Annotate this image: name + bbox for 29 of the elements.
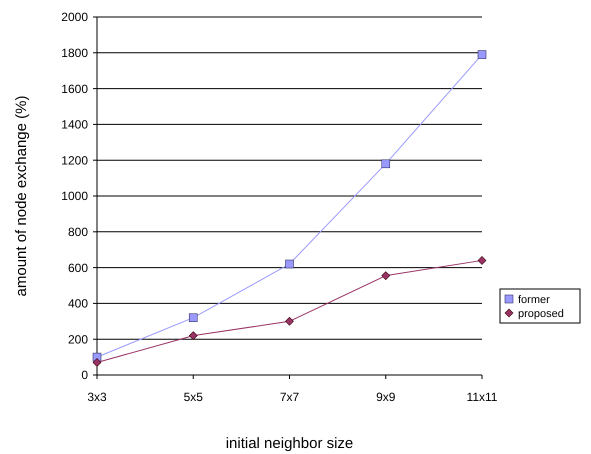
legend-label: proposed xyxy=(518,308,564,320)
x-tick-label: 5x5 xyxy=(184,390,204,404)
x-tick-label: 7x7 xyxy=(280,390,300,404)
point xyxy=(381,159,390,168)
y-tick-label: 600 xyxy=(68,260,88,275)
y-tick-label: 1400 xyxy=(61,118,88,132)
x-tick-label: 3x3 xyxy=(87,390,107,404)
point xyxy=(285,260,294,268)
y-tick-label: 1800 xyxy=(61,46,88,60)
y-tick-label: 2000 xyxy=(61,10,88,24)
x-axis-title: initial neighbor size xyxy=(226,435,354,452)
point xyxy=(188,313,198,322)
x-tick-label: 11x11 xyxy=(466,390,498,404)
y-tick-label: 1600 xyxy=(61,82,88,96)
x-tick-label: 9x9 xyxy=(376,390,396,404)
point xyxy=(478,256,486,265)
y-axis-title: amount of node exchange (%) xyxy=(13,96,30,296)
y-tick-label: 1200 xyxy=(61,153,88,168)
point xyxy=(381,271,390,280)
point xyxy=(285,317,294,326)
y-tick-label: 0 xyxy=(81,368,88,382)
y-tick-label: 1000 xyxy=(61,189,88,204)
y-tick-label: 200 xyxy=(68,332,88,346)
y-tick-label: 400 xyxy=(68,296,88,311)
point xyxy=(188,331,198,340)
point xyxy=(92,358,102,367)
y-tick-label: 800 xyxy=(68,225,88,239)
legend-label: former xyxy=(518,294,550,306)
point xyxy=(478,50,486,59)
